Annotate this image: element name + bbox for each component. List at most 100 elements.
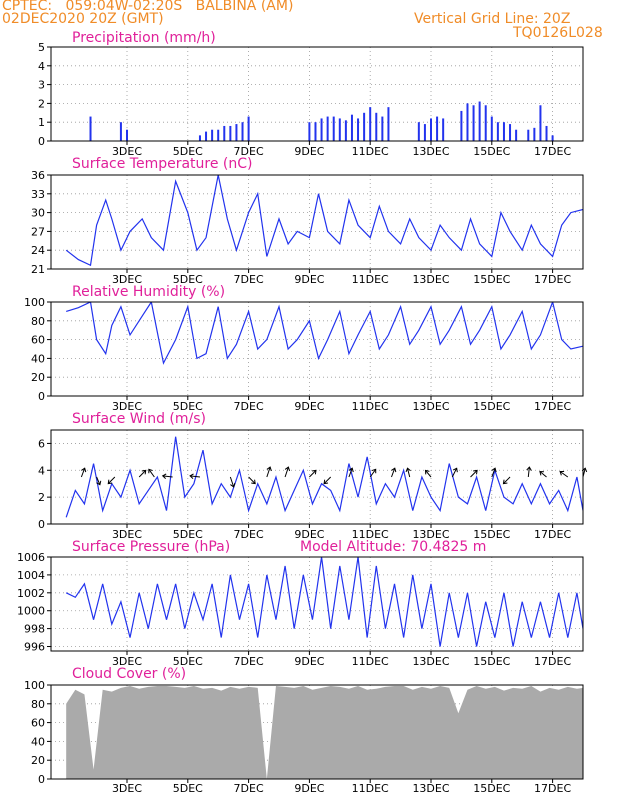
wind-arrow-head (107, 479, 113, 485)
wind-arrow-head (161, 473, 167, 479)
x-tick-label: 7DEC (234, 655, 264, 668)
x-tick-label: 11DEC (352, 528, 389, 541)
x-tick-label: 13DEC (412, 145, 449, 158)
precip-bar (527, 129, 530, 141)
cloud-cover-area (66, 685, 583, 779)
panel-frame (50, 429, 584, 525)
y-tick-label: 4 (38, 60, 45, 73)
panel-title: Surface Wind (m/s) (72, 411, 206, 427)
y-tick-label: 0 (38, 518, 45, 531)
precip-bar (545, 125, 548, 141)
y-tick-label: 80 (31, 698, 45, 711)
wind-arrow (503, 476, 511, 484)
x-tick-label: 11DEC (352, 400, 389, 413)
precip-bar (247, 116, 250, 141)
precip-bar (515, 129, 518, 141)
y-tick-label: 1004 (17, 569, 45, 582)
panel-frame (50, 301, 584, 397)
x-tick-label: 15DEC (473, 528, 510, 541)
x-tick-label: 9DEC (294, 655, 324, 668)
panel-title: Relative Humidity (%) (72, 284, 225, 300)
y-tick-label: 20 (31, 371, 45, 384)
wind-arrow (309, 470, 317, 478)
wind-arrow (451, 467, 458, 478)
y-tick-label: 100 (24, 296, 45, 309)
x-tick-label: 7DEC (234, 145, 264, 158)
precip-bar (217, 129, 220, 141)
panel-title: Cloud Cover (%) (72, 666, 186, 682)
y-tick-label: 80 (31, 315, 45, 328)
precip-bar (490, 116, 493, 141)
x-tick-label: 13DEC (412, 400, 449, 413)
x-tick-label: 17DEC (534, 400, 571, 413)
x-tick-label: 7DEC (234, 273, 264, 286)
y-tick-label: 60 (31, 717, 45, 730)
wind-arrow-head (502, 479, 508, 485)
y-tick-label: 33 (31, 188, 45, 201)
wind-arrow-head (539, 470, 544, 476)
header-date: 02DEC2020 20Z (GMT) (2, 11, 164, 27)
precip-bar (235, 124, 238, 141)
panel-subtitle: Model Altitude: 70.4825 m (300, 539, 486, 555)
header-model-id: TQ0126L028 (513, 25, 603, 41)
precip-bar (229, 125, 232, 141)
y-tick-label: 24 (31, 244, 45, 257)
x-tick-label: 15DEC (473, 145, 510, 158)
y-tick-label: 1 (38, 116, 45, 129)
precip-bar (381, 116, 384, 141)
wind-arrow (348, 468, 353, 478)
precip-bar (484, 105, 487, 141)
x-tick-label: 9DEC (294, 273, 324, 286)
y-tick-label: 0 (38, 390, 45, 403)
panel-title: Surface Pressure (hPa) (72, 539, 230, 555)
y-tick-label: 998 (24, 623, 45, 636)
y-tick-label: 2 (38, 97, 45, 110)
wind-arrow-head (323, 479, 329, 485)
x-tick-label: 17DEC (534, 273, 571, 286)
precip-bar (423, 124, 426, 141)
precip-bar (332, 116, 335, 141)
panel-frame (50, 46, 584, 142)
precip-bar (502, 122, 505, 141)
y-tick-label: 6 (38, 437, 45, 450)
y-tick-label: 1006 (17, 551, 45, 564)
precip-bar (211, 129, 214, 141)
y-tick-label: 30 (31, 207, 45, 220)
wind-arrow-head (424, 469, 430, 475)
wind-arrow-head (405, 467, 411, 473)
x-tick-label: 11DEC (352, 273, 389, 286)
y-tick-label: 20 (31, 754, 45, 767)
precip-bar (314, 122, 317, 141)
panel-frame (50, 556, 584, 652)
precip-bar (478, 101, 481, 141)
wind-arrow (266, 466, 271, 478)
wind-arrow-head (491, 467, 497, 473)
precip-bar (442, 118, 445, 141)
wind-arrow (425, 470, 432, 478)
precip-bar (119, 122, 122, 141)
precip-bar (241, 122, 244, 141)
precip-bar (533, 127, 536, 141)
precip-bar (417, 122, 420, 141)
x-tick-label: 3DEC (112, 782, 142, 795)
y-tick-label: 27 (31, 225, 45, 238)
wind-arrow (138, 470, 147, 478)
wind-arrow-head (230, 482, 236, 488)
series-line (65, 175, 583, 267)
wind-arrow-head (266, 466, 272, 472)
x-tick-label: 7DEC (234, 782, 264, 795)
y-tick-label: 5 (38, 41, 45, 54)
precip-bar (509, 124, 512, 141)
wind-arrow-head (452, 467, 458, 473)
wind-arrow (491, 468, 496, 478)
x-tick-label: 17DEC (534, 782, 571, 795)
y-tick-label: 60 (31, 334, 45, 347)
header-grid-note: Vertical Grid Line: 20Z (414, 11, 571, 27)
x-tick-label: 5DEC (173, 273, 203, 286)
precip-bar (539, 105, 542, 141)
y-tick-label: 996 (24, 641, 45, 654)
wind-arrow-head (81, 467, 87, 473)
x-tick-label: 3DEC (112, 145, 142, 158)
wind-arrow-head (391, 467, 397, 473)
